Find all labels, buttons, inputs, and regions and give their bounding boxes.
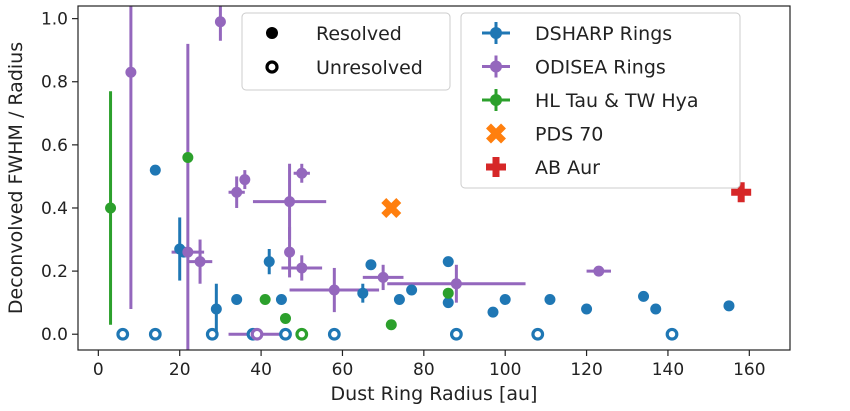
odisea-point — [377, 271, 389, 283]
odisea-point — [231, 186, 243, 198]
legend-pds70-label: PDS 70 — [535, 124, 603, 146]
dsharp-point — [275, 294, 287, 306]
legend-resolved-symbol — [266, 27, 278, 39]
y-tick-label: 0.2 — [41, 262, 68, 282]
x-tick-label: 100 — [489, 360, 521, 380]
legend-resolved-label: Resolved — [316, 23, 402, 45]
legend-marker-style: Resolved Unresolved — [241, 12, 451, 91]
legend-series-box — [460, 12, 741, 189]
plot-area — [105, 6, 752, 350]
hltau-twhya-point — [385, 319, 397, 331]
odisea-point — [593, 265, 605, 277]
odisea-unresolved-point — [250, 327, 264, 341]
legend-dsharp-symbol — [482, 22, 510, 44]
hltau-twhya-point — [279, 312, 291, 324]
odisea-point — [194, 256, 206, 268]
dsharp-point — [650, 303, 662, 315]
legend-hltau-twhya-label: HL Tau & TW Hya — [535, 90, 699, 112]
dsharp-point — [499, 294, 511, 306]
legend-pds70-mark — [486, 123, 506, 144]
odisea-point — [450, 278, 462, 290]
hltau-twhya-unresolved-point — [295, 327, 309, 341]
y-tick-label: 0.0 — [41, 325, 68, 345]
pds70-point — [381, 198, 402, 218]
dsharp-point — [544, 294, 556, 306]
abaur-point — [731, 182, 752, 203]
dsharp-point — [638, 290, 650, 302]
legend-odisea-symbol — [482, 55, 510, 78]
dsharp-point — [406, 284, 418, 296]
odisea-point — [296, 262, 308, 274]
x-axis-label: Dust Ring Radius [au] — [331, 383, 538, 405]
dsharp-point — [365, 259, 377, 271]
legend-dsharp-mark — [490, 27, 502, 39]
y-tick-label: 0.6 — [41, 136, 68, 156]
dsharp-unresolved-point — [327, 327, 341, 341]
x-tick-label: 160 — [733, 360, 765, 380]
legend-hltau-twhya-symbol — [482, 89, 510, 111]
odisea-point — [239, 174, 251, 186]
dsharp-point — [442, 297, 454, 309]
y-tick-label: 1.0 — [41, 10, 68, 30]
dsharp-unresolved-point — [116, 327, 130, 341]
legend-odisea-mark — [490, 60, 502, 73]
dsharp-point — [210, 303, 222, 315]
dsharp-unresolved-point — [205, 327, 219, 341]
x-tick-label: 60 — [332, 360, 354, 380]
legend-dsharp-label: DSHARP Rings — [535, 23, 672, 45]
legend-abaur-mark — [486, 157, 506, 177]
y-axis-ticks: 0.0 0.2 0.4 0.6 0.8 1.0 — [41, 10, 78, 345]
odisea-point — [328, 284, 340, 296]
dsharp-point — [581, 303, 593, 315]
odisea-point — [284, 196, 296, 208]
dsharp-unresolved-point — [531, 327, 545, 341]
legend-marker-box — [241, 12, 451, 91]
x-tick-label: 120 — [570, 360, 602, 380]
dsharp-point — [723, 300, 735, 312]
dsharp-point — [149, 164, 161, 176]
legend-abaur-symbol — [486, 157, 506, 177]
odisea-point — [182, 246, 194, 258]
dsharp-unresolved-point — [148, 327, 162, 341]
x-tick-label: 80 — [413, 360, 435, 380]
hltau-twhya-point — [259, 294, 271, 306]
legend-unresolved-symbol — [265, 60, 279, 74]
legend-pds70-symbol — [486, 123, 506, 144]
x-tick-label: 140 — [652, 360, 684, 380]
odisea-point — [284, 246, 296, 258]
dsharp-point — [442, 256, 454, 268]
dsharp-point — [487, 306, 499, 318]
dsharp-point — [357, 287, 369, 299]
hltau-twhya-point — [105, 202, 117, 214]
legend-unresolved-label: Unresolved — [316, 57, 423, 79]
dsharp-unresolved-point — [665, 327, 679, 341]
legend-odisea-label: ODISEA Rings — [535, 57, 666, 79]
dsharp-unresolved-point — [279, 327, 292, 341]
dsharp-point — [393, 294, 405, 306]
hltau-twhya-point — [442, 287, 454, 299]
dsharp-point — [231, 294, 243, 306]
odisea-point — [296, 167, 308, 179]
x-tick-label: 20 — [169, 360, 191, 380]
hltau-twhya-point — [182, 151, 194, 163]
y-axis-label: Deconvolved FWHM / Radius — [5, 42, 27, 314]
legend-series: DSHARP Rings ODISEA Rings HL Tau & TW Hy… — [460, 12, 741, 189]
legend-abaur-label: AB Aur — [535, 157, 600, 179]
x-tick-label: 40 — [250, 360, 272, 380]
plot-frame — [77, 5, 791, 351]
odisea-point — [125, 66, 137, 78]
odisea-point — [214, 16, 226, 28]
x-tick-label: 0 — [93, 360, 104, 380]
x-axis-ticks: 0 20 40 60 80 100 120 140 160 — [93, 350, 766, 380]
y-tick-label: 0.8 — [41, 73, 68, 93]
dsharp-point — [263, 256, 275, 268]
y-tick-label: 0.4 — [41, 199, 68, 219]
dsharp-unresolved-point — [449, 327, 463, 341]
legend-hltau-twhya-mark — [490, 94, 502, 106]
